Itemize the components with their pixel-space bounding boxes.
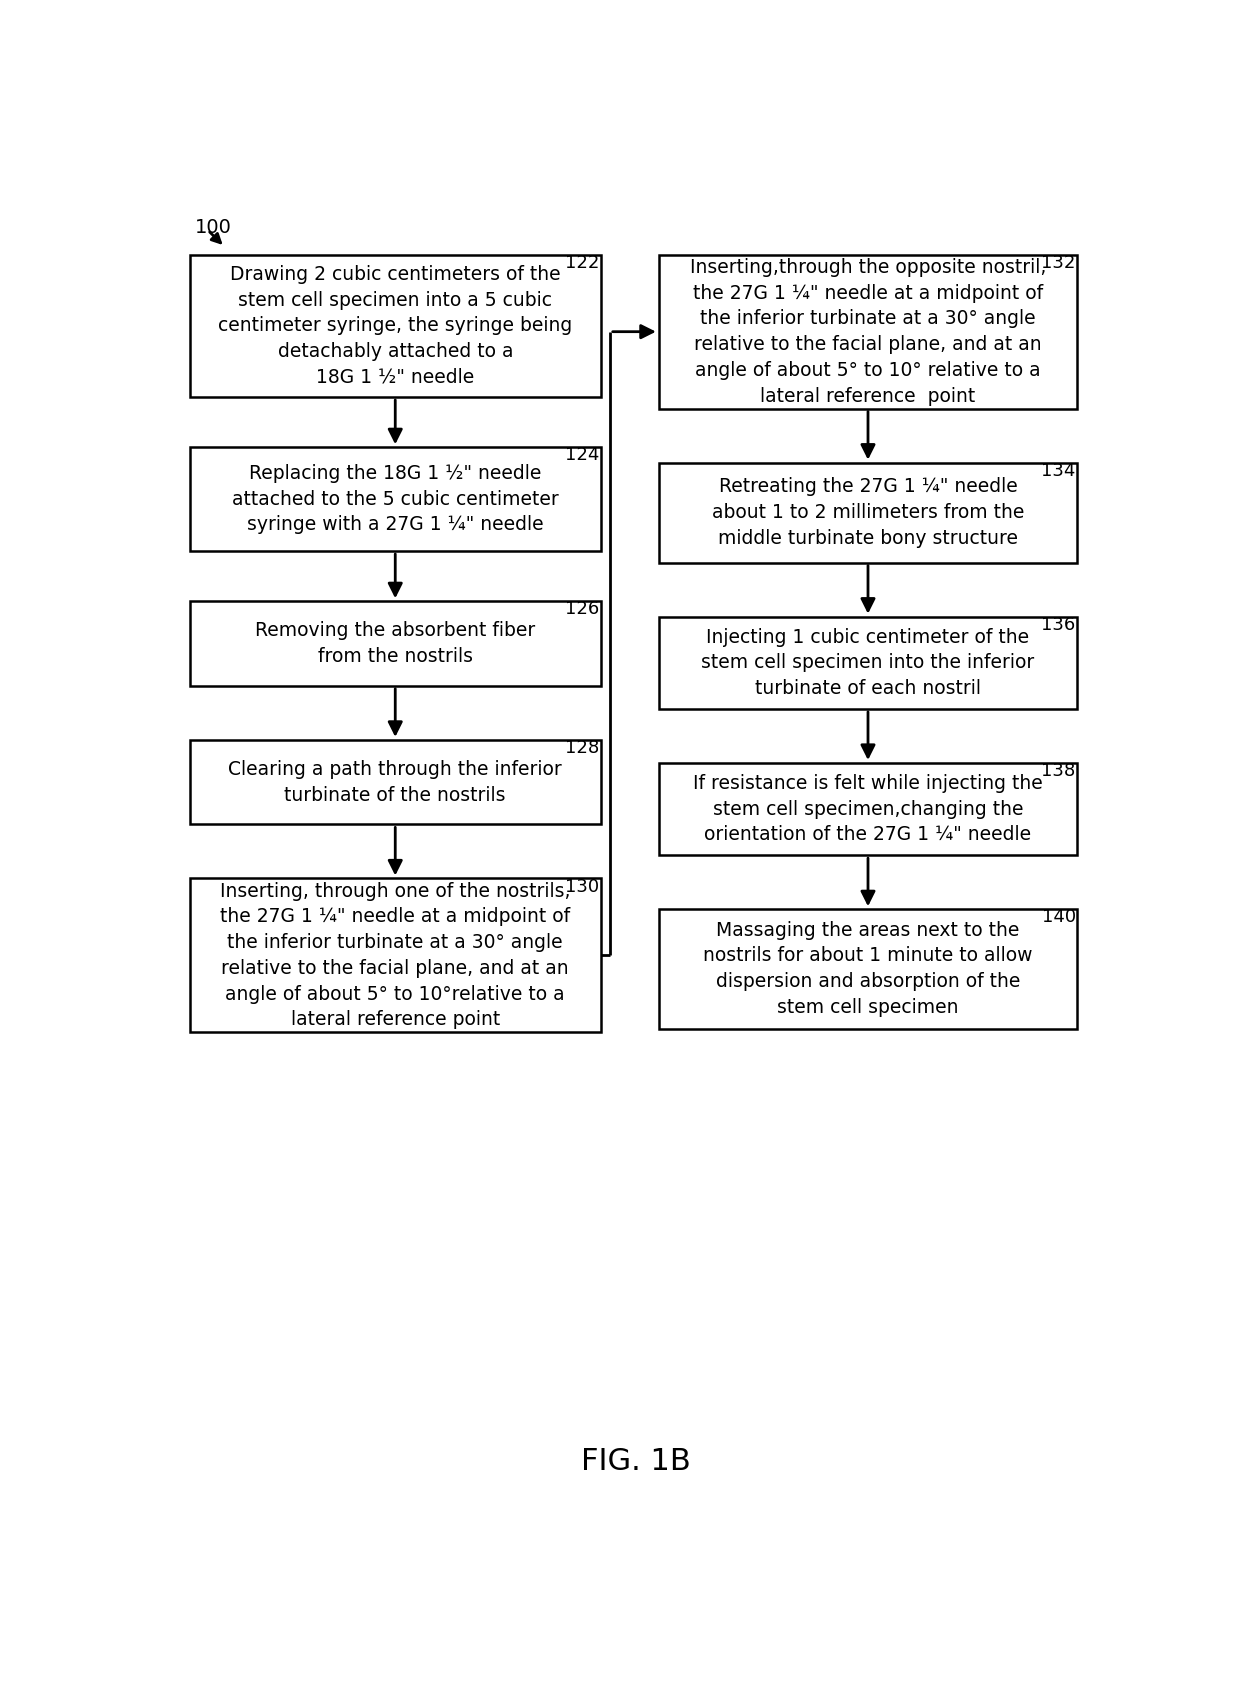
Text: FIG. 1B: FIG. 1B [580, 1447, 691, 1475]
Text: 134: 134 [1042, 462, 1076, 481]
Text: Inserting,through the opposite nostril,
the 27G 1 ¼" needle at a midpoint of
the: Inserting,through the opposite nostril, … [689, 258, 1047, 406]
Text: Drawing 2 cubic centimeters of the
stem cell specimen into a 5 cubic
centimeter : Drawing 2 cubic centimeters of the stem … [218, 265, 573, 386]
Text: 100: 100 [196, 217, 232, 236]
Text: Retreating the 27G 1 ¼" needle
about 1 to 2 millimeters from the
middle turbinat: Retreating the 27G 1 ¼" needle about 1 t… [712, 477, 1024, 548]
Bar [190, 878, 600, 1032]
Bar [658, 462, 1078, 563]
Text: 132: 132 [1042, 255, 1076, 271]
Bar [658, 617, 1078, 710]
Text: Injecting 1 cubic centimeter of the
stem cell specimen into the inferior
turbina: Injecting 1 cubic centimeter of the stem… [702, 627, 1034, 698]
Text: Replacing the 18G 1 ½" needle
attached to the 5 cubic centimeter
syringe with a : Replacing the 18G 1 ½" needle attached t… [232, 464, 559, 534]
Text: Inserting, through one of the nostrils,
the 27G 1 ¼" needle at a midpoint of
the: Inserting, through one of the nostrils, … [219, 882, 570, 1028]
Text: 126: 126 [565, 600, 599, 619]
Bar [190, 447, 600, 551]
Text: Removing the absorbent fiber
from the nostrils: Removing the absorbent fiber from the no… [255, 620, 536, 666]
Bar [190, 602, 600, 686]
Text: 124: 124 [564, 447, 599, 464]
Text: 122: 122 [564, 255, 599, 271]
Text: Clearing a path through the inferior
turbinate of the nostrils: Clearing a path through the inferior tur… [228, 760, 562, 804]
Text: 138: 138 [1042, 762, 1076, 781]
Text: 128: 128 [565, 738, 599, 757]
Bar [658, 255, 1078, 408]
Bar [190, 255, 600, 398]
Text: 140: 140 [1042, 909, 1076, 926]
Text: 130: 130 [565, 878, 599, 895]
Text: If resistance is felt while injecting the
stem cell specimen,changing the
orient: If resistance is felt while injecting th… [693, 774, 1043, 845]
Text: Massaging the areas next to the
nostrils for about 1 minute to allow
dispersion : Massaging the areas next to the nostrils… [703, 921, 1033, 1017]
Bar [658, 762, 1078, 855]
Bar [658, 909, 1078, 1028]
Text: 136: 136 [1042, 615, 1076, 634]
Bar [190, 740, 600, 824]
